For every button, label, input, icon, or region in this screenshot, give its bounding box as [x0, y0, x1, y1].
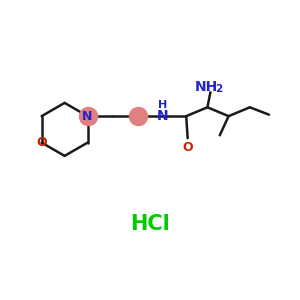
Text: NH: NH	[194, 80, 218, 94]
Text: N: N	[157, 109, 169, 123]
Text: O: O	[36, 136, 47, 149]
Text: 2: 2	[215, 84, 222, 94]
Text: O: O	[182, 141, 193, 154]
Text: HCl: HCl	[130, 214, 170, 234]
Text: H: H	[158, 100, 167, 110]
Text: N: N	[82, 110, 93, 123]
